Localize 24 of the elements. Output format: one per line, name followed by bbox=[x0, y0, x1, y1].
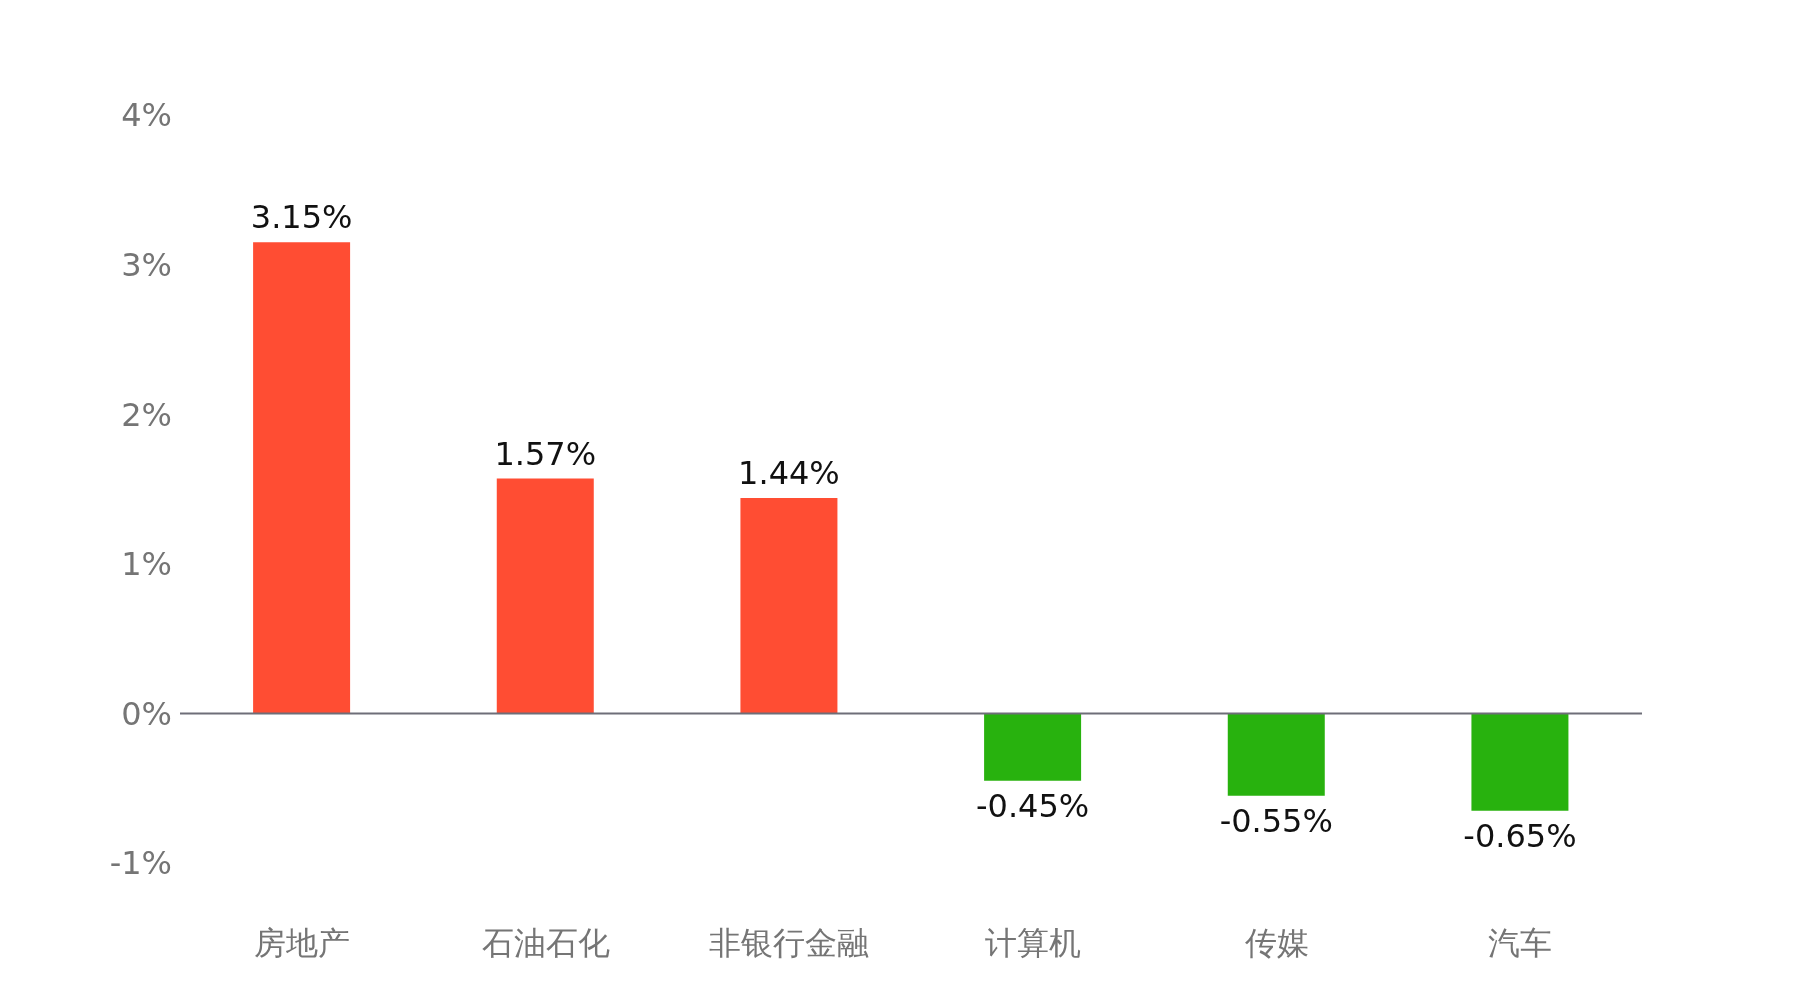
x-tick-label: 计算机 bbox=[984, 923, 1081, 962]
y-tick-label: -1% bbox=[109, 844, 172, 883]
bar bbox=[740, 497, 838, 714]
x-tick-label: 非银行金融 bbox=[709, 923, 870, 962]
bar bbox=[496, 478, 594, 714]
y-tick-label: 3% bbox=[121, 245, 172, 284]
data-label: -0.55% bbox=[1219, 801, 1333, 840]
bar bbox=[1471, 713, 1569, 811]
x-tick-label: 房地产 bbox=[253, 923, 350, 962]
bar bbox=[1227, 713, 1325, 796]
bar bbox=[984, 713, 1082, 781]
y-tick-label: 2% bbox=[121, 395, 172, 434]
y-tick-label: 4% bbox=[121, 96, 172, 135]
y-tick-label: 0% bbox=[121, 694, 172, 733]
data-label: -0.45% bbox=[976, 786, 1090, 825]
x-tick-label: 传媒 bbox=[1244, 923, 1309, 962]
data-label: 1.57% bbox=[494, 434, 597, 473]
x-tick-label: 石油石化 bbox=[481, 923, 610, 962]
data-label: 1.44% bbox=[738, 453, 840, 492]
x-tick-label: 汽车 bbox=[1488, 923, 1553, 962]
y-tick-label: 1% bbox=[121, 545, 172, 584]
data-label: 3.15% bbox=[250, 198, 353, 237]
data-label: -0.65% bbox=[1463, 816, 1577, 855]
bar bbox=[253, 242, 351, 714]
